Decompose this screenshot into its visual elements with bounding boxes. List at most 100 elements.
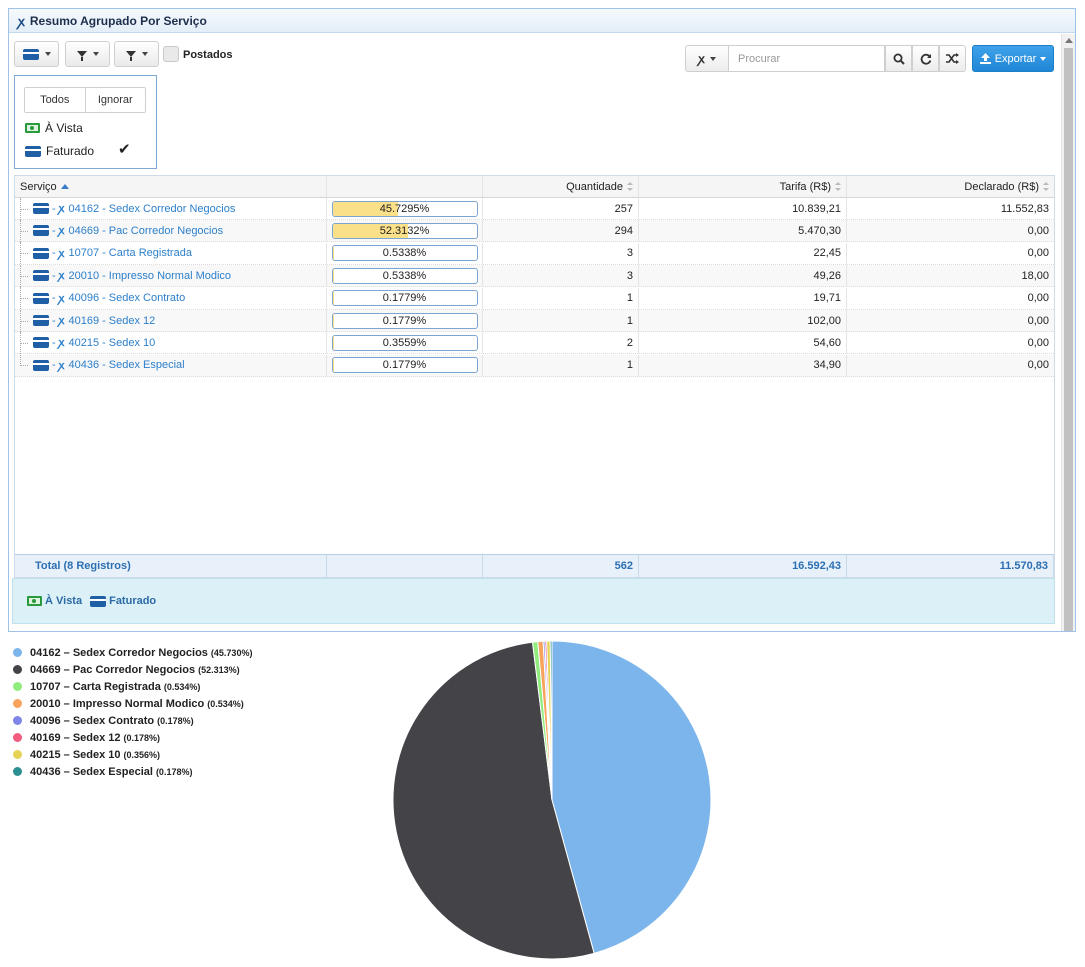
legend-dot [13,682,22,691]
payment-type-dropdown-button[interactable] [14,41,59,67]
grid-total-row: Total (8 Registros) 562 16.592,43 11.570… [15,554,1054,577]
search-input[interactable] [728,45,885,72]
export-button[interactable]: Exportar [972,45,1054,72]
legend-dot [13,648,22,657]
cell-percent: 52.3132% [327,220,483,242]
pie-slice[interactable] [551,640,712,954]
scroll-thumb[interactable] [1064,48,1073,631]
postados-label: Postados [183,49,233,61]
legend-dot [13,750,22,759]
filter-item-label: À Vista [45,121,83,135]
ignorar-button[interactable]: Ignorar [84,88,146,112]
pie-legend-item[interactable]: 40169 – Sedex 12 (0.178%) [13,729,252,746]
filter-dropdown-button-2[interactable] [114,41,159,67]
table-row[interactable]: - ꭗ 04669- Pac Corredor Negocios 52.3132% 294… [15,219,1054,243]
cell-servico: - ꭗ 04162- Sedex Corredor Negocios [15,197,327,220]
search-button[interactable] [885,45,912,72]
table-row[interactable]: - ꭗ 04162- Sedex Corredor Negocios 45.7295% 2… [15,197,1054,220]
legend-dot [13,699,22,708]
percent-label: 52.3132% [379,224,430,237]
service-link[interactable]: 40215 [68,336,100,349]
table-row[interactable]: - ꭗ 20010- Impresso Normal Modico 0.5338% 3 49… [15,264,1054,288]
cell-percent: 0.1779% [327,310,483,331]
summary-panel: ꭗ Resumo Agrupado Por Serviço Postados T… [8,8,1076,632]
card-icon [33,315,49,326]
service-link[interactable]: 40436 [68,359,100,372]
cell-servico: - ꭗ 40436- Sedex Especial [15,354,327,376]
legend-percent: (0.356%) [123,749,161,760]
pie-slice[interactable] [392,641,595,960]
legend-item-faturado: Faturado [90,595,156,607]
filter-item-a-vista[interactable]: À Vista [25,121,83,135]
column-header-tarifa[interactable]: Tarifa (R$) [639,176,847,197]
legend-percent: (0.178%) [123,732,161,743]
payment-filter-popup: Todos Ignorar À Vista Faturado ✔ [14,75,157,169]
scroll-up-icon[interactable] [1065,38,1073,43]
pie-slice[interactable] [549,640,553,801]
refresh-button[interactable] [912,45,939,72]
pie-legend-item[interactable]: 04669 – Pac Corredor Negocios (52.313%) [13,661,252,678]
shuffle-button[interactable] [939,45,966,72]
service-name[interactable]: Carta Registrada [108,247,192,260]
column-header-label: Serviço [20,180,57,193]
card-icon [33,203,49,214]
percent-label: 0.5338% [382,269,427,282]
table-row[interactable]: - ꭗ 40436- Sedex Especial 0.1779% 1 34,90 0,00 [15,354,1054,377]
service-name-sep: - [102,202,106,215]
percent-progress-bar: 52.3132% [331,222,478,239]
table-row[interactable]: - ꭗ 10707- Carta Registrada 0.5338% 3 22,45 0,0… [15,242,1054,265]
service-name[interactable]: Sedex 12 [108,314,156,327]
filter-dropdown-button-1[interactable] [65,41,110,67]
total-bar-cell [327,555,483,577]
column-header-declarado[interactable]: Declarado (R$) [847,176,1054,197]
service-link[interactable]: 40169 [68,314,100,327]
column-header-servico[interactable]: Serviço [15,176,327,197]
service-name[interactable]: Sedex 10 [108,336,156,349]
search-field-dropdown-button[interactable]: ꭗ [685,45,729,72]
pie-legend-item[interactable]: 40096 – Sedex Contrato (0.178%) [13,712,252,729]
pie-legend-item[interactable]: 20010 – Impresso Normal Modico (0.534%) [13,695,252,712]
filter-item-faturado[interactable]: Faturado [25,144,94,158]
cell-quantidade: 2 [483,332,639,354]
service-name[interactable]: Sedex Contrato [108,292,186,305]
postados-checkbox[interactable] [163,46,179,62]
table-row[interactable]: - ꭗ 40169- Sedex 12 0.1779% 1 102,00 0,00 [15,309,1054,332]
grid-header-row: Serviço Quantidade Tarifa (R$) Declarado… [15,176,1054,198]
service-name[interactable]: Pac Corredor Negocios [108,224,224,237]
cell-declarado: 0,00 [1027,224,1049,237]
service-link[interactable]: 04669 [68,224,100,237]
cell-quantidade: 294 [483,220,639,242]
search-icon [893,53,905,65]
pie-legend-item[interactable]: 40215 – Sedex 10 (0.356%) [13,746,252,763]
pie-legend-item[interactable]: 10707 – Carta Registrada (0.534%) [13,678,252,695]
percent-progress-bar: 0.5338% [331,245,478,262]
sort-icon [835,182,841,191]
vertical-scrollbar[interactable] [1061,34,1075,631]
service-name[interactable]: Sedex Corredor Negocios [108,202,236,215]
pie-legend-item[interactable]: 04162 – Sedex Corredor Negocios (45.730%) [13,644,252,661]
service-link[interactable]: 20010 [68,269,100,282]
pie-legend-item[interactable]: 40436 – Sedex Especial (0.178%) [13,763,252,780]
service-logo-icon: ꭗ [58,359,65,372]
service-name[interactable]: Sedex Especial [108,359,185,372]
card-icon [33,225,49,237]
service-link[interactable]: 04162 [68,202,100,215]
service-name[interactable]: Impresso Normal Modico [108,269,232,282]
todos-button[interactable]: Todos [40,94,70,106]
table-row[interactable]: - ꭗ 40215- Sedex 10 0.3559% 2 54,60 0,00 [15,331,1054,355]
column-header-quantidade[interactable]: Quantidade [483,176,639,197]
separator: - [52,247,56,260]
legend-label: 04669 – Pac Corredor Negocios [30,663,196,676]
service-link[interactable]: 40096 [68,292,100,305]
shuffle-icon [946,53,959,64]
percent-fill [332,201,399,216]
service-link[interactable]: 10707 [68,247,100,260]
cell-declarado: 18,00 [1021,269,1049,282]
column-header-label: Tarifa (R$) [779,180,831,193]
service-logo-icon: ꭗ [58,225,65,238]
percent-progress-bar: 0.1779% [331,357,478,374]
pie-chart [392,640,712,960]
cell-servico: - ꭗ 04669- Pac Corredor Negocios [15,219,327,242]
table-row[interactable]: - ꭗ 40096- Sedex Contrato 0.1779% 1 19,71 0,00 [15,287,1054,310]
cell-tarifa: 49,26 [639,265,847,287]
